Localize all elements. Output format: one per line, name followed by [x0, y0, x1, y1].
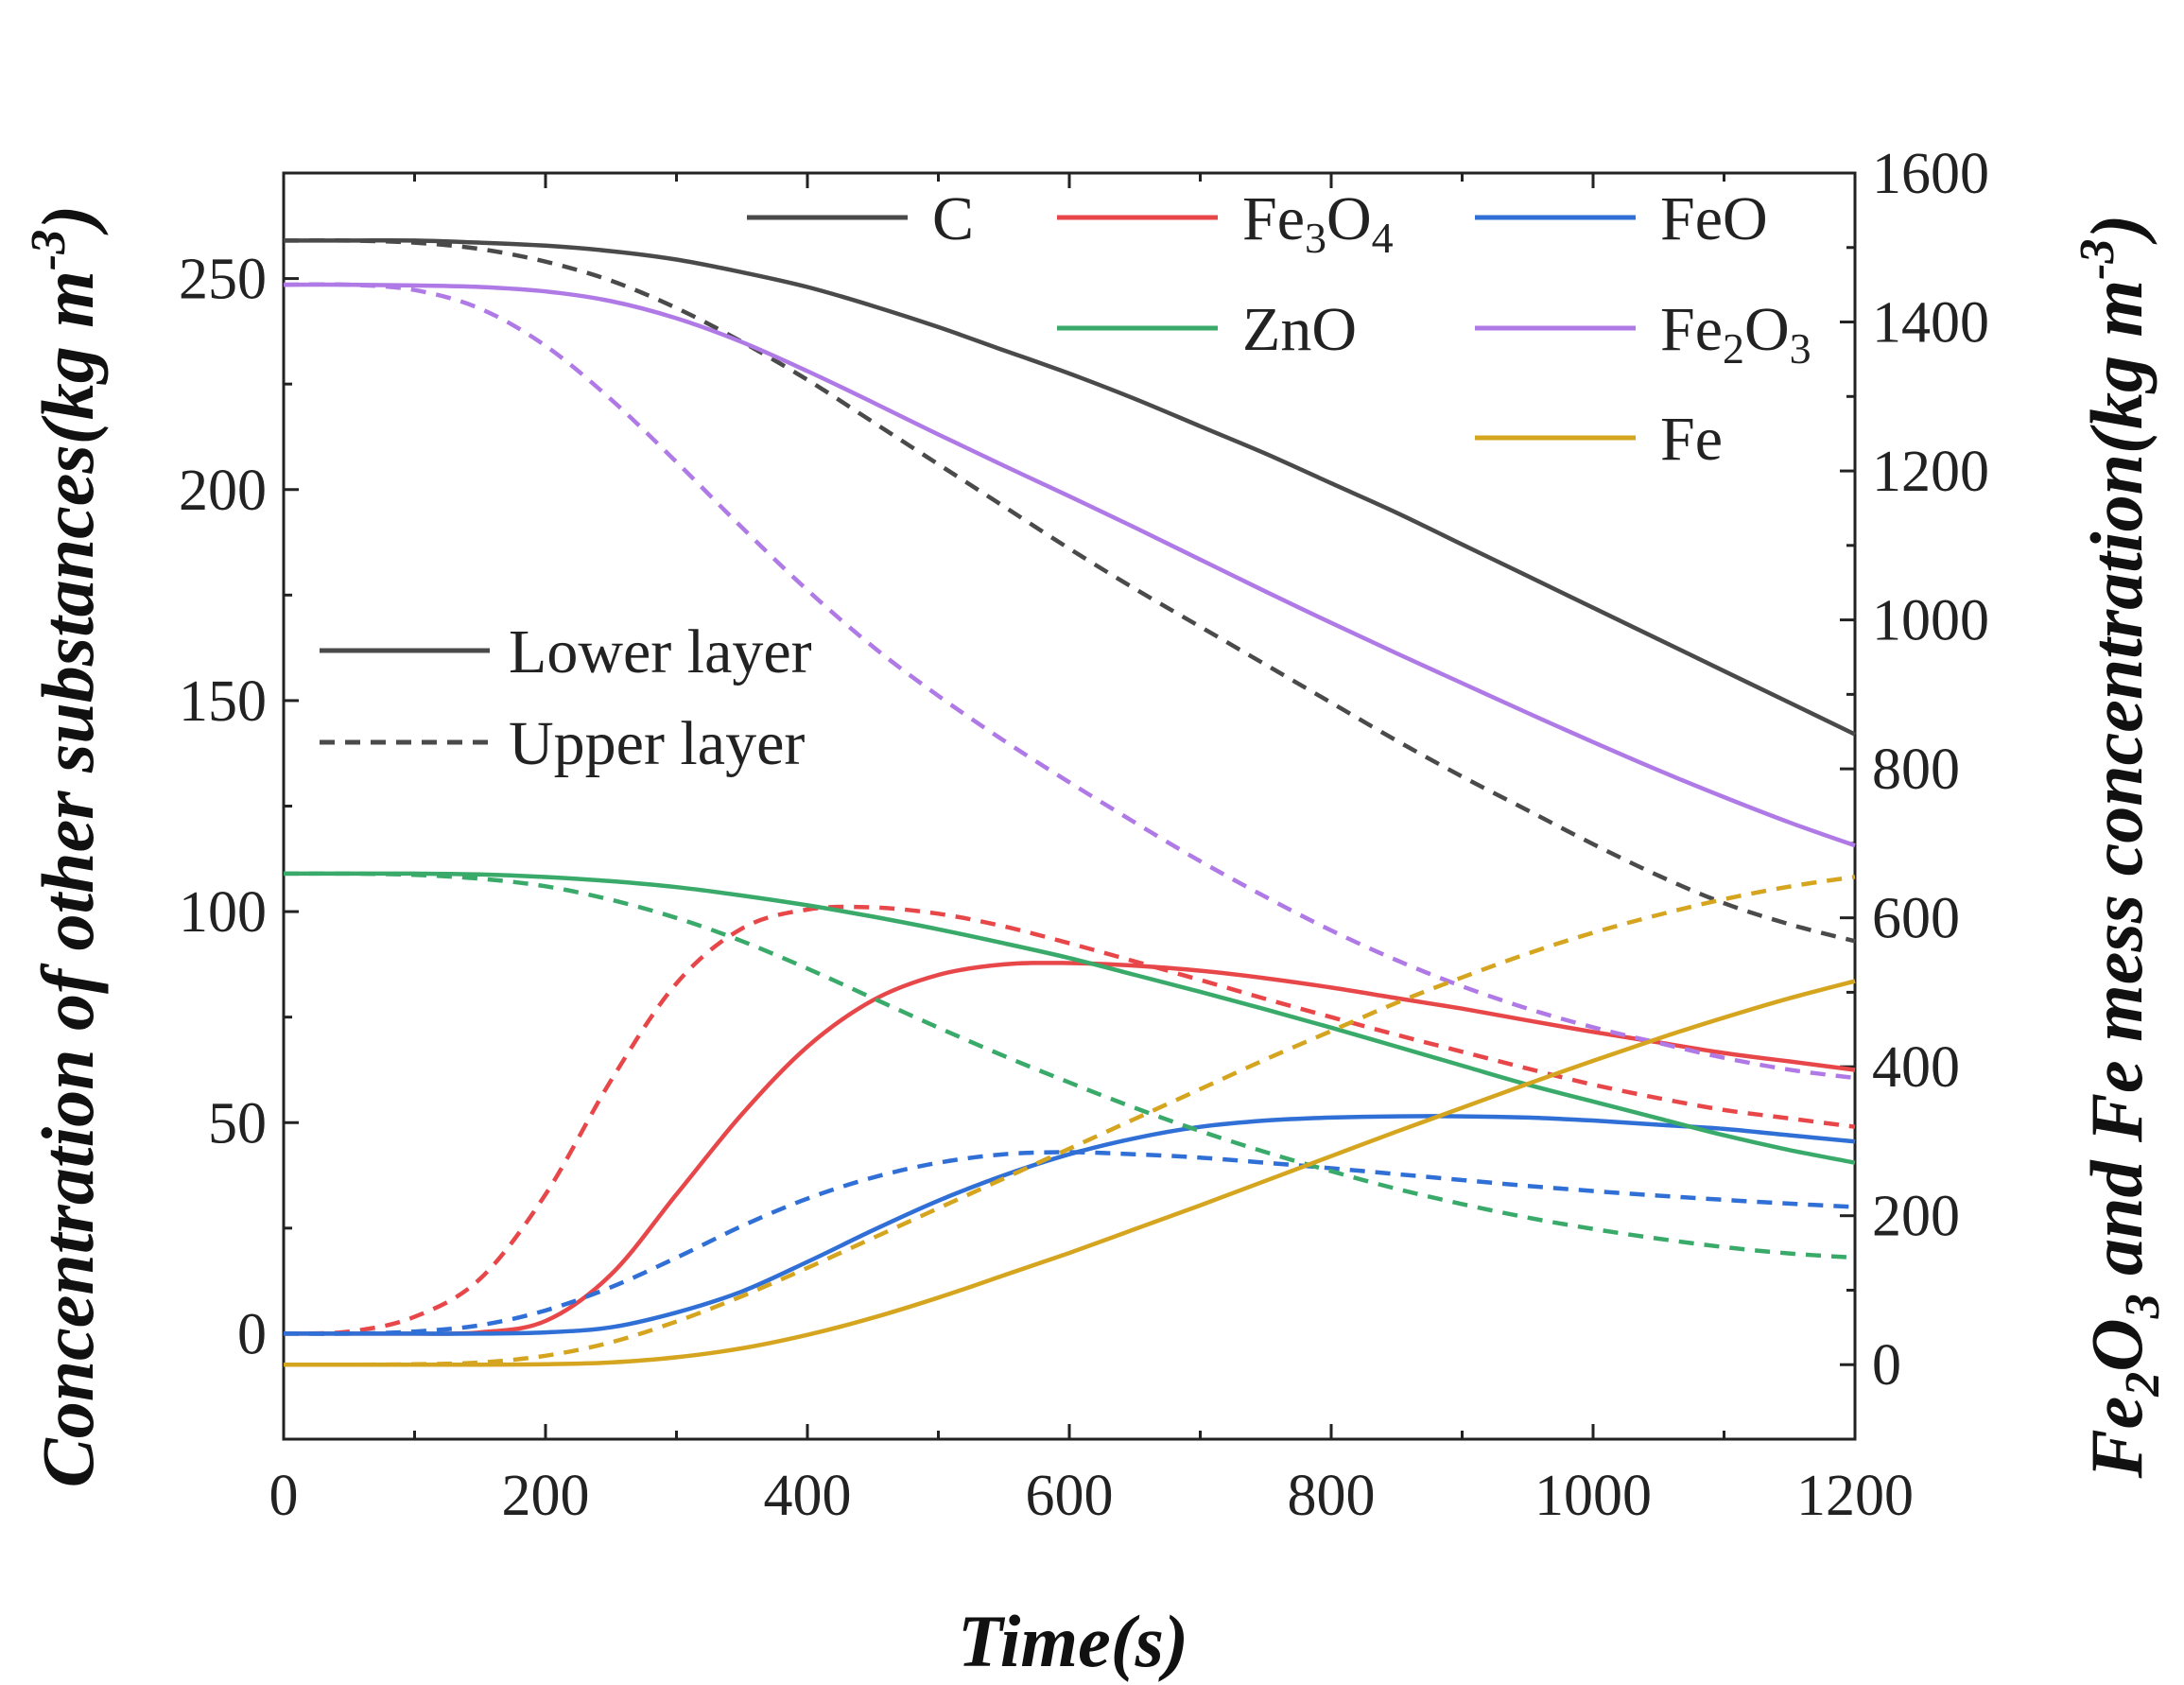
legend-label-c: C [932, 184, 974, 253]
right-y-tick-label: 600 [1872, 887, 1960, 951]
layer-legend-label-solid: Lower layer [509, 617, 812, 686]
x-tick-label: 800 [1288, 1464, 1376, 1528]
series-fe3o4-upper [283, 904, 1856, 1336]
series-zno-upper [283, 871, 1856, 1260]
right-y-tick-label: 1000 [1872, 589, 1989, 653]
series-feo-lower [284, 1114, 1856, 1336]
plot-frame [282, 171, 1857, 1441]
series-zno-lower [284, 871, 1856, 1165]
series-fe-upper [283, 875, 1856, 1367]
legend-label-fe: Fe [1660, 405, 1723, 474]
legend-layer: C Fe3O4 FeO ZnO Fe2O3 Fe Lower layer Upper laye… [320, 184, 1811, 778]
left-y-tick-label: 200 [179, 459, 267, 523]
series-fe3o4-lower [284, 961, 1856, 1336]
left-y-tick-label: 150 [179, 669, 267, 734]
left-y-tick-label: 50 [208, 1091, 267, 1155]
right-y-tick-label: 200 [1872, 1185, 1960, 1249]
series-fe2o3-upper [283, 282, 1856, 1081]
right-y-tick-label: 800 [1872, 738, 1960, 802]
series-c-upper [283, 237, 1856, 944]
series-fe2o3-lower [283, 282, 1856, 848]
right-y-tick-label: 1400 [1872, 291, 1989, 356]
right-y-tick-label: 1200 [1872, 440, 1989, 504]
x-tick-label: 0 [269, 1464, 299, 1528]
x-tick-label: 1200 [1796, 1464, 1914, 1528]
x-tick-label: 1000 [1534, 1464, 1652, 1528]
axes-layer: 0 200 400 600 800 1000 1200 0 50 100 150 200 250 0 200… [179, 142, 1989, 1528]
series-c-lower [283, 237, 1856, 737]
right-y-axis-title: Fe2O3 and Fe mess concentration(kg m-3) [2071, 215, 2170, 1480]
left-y-axis-title: Concentration of other substances(kg m-3… [22, 205, 109, 1487]
legend-label-feo: FeO [1660, 184, 1768, 253]
left-y-tick-label: 0 [237, 1302, 267, 1366]
series-layer [283, 237, 1856, 1367]
x-axis-title: Time(s) [958, 1600, 1188, 1682]
right-y-tick-label: 0 [1872, 1333, 1901, 1398]
right-y-tick-label: 400 [1872, 1035, 1960, 1100]
legend-label-fe2o3: Fe2O3 [1660, 295, 1811, 373]
series-feo-upper [283, 1150, 1856, 1336]
x-tick-label: 600 [1026, 1464, 1114, 1528]
layer-legend-label-dashed: Upper layer [509, 709, 805, 778]
x-tick-label: 200 [502, 1464, 590, 1528]
legend-label-fe3o4: Fe3O4 [1242, 184, 1394, 262]
right-y-tick-label: 1600 [1872, 142, 1989, 206]
series-fe-lower [284, 979, 1856, 1367]
left-y-tick-label: 250 [179, 248, 267, 312]
x-tick-label: 400 [764, 1464, 852, 1528]
left-y-tick-label: 100 [179, 880, 267, 945]
legend-label-zno: ZnO [1242, 295, 1357, 364]
